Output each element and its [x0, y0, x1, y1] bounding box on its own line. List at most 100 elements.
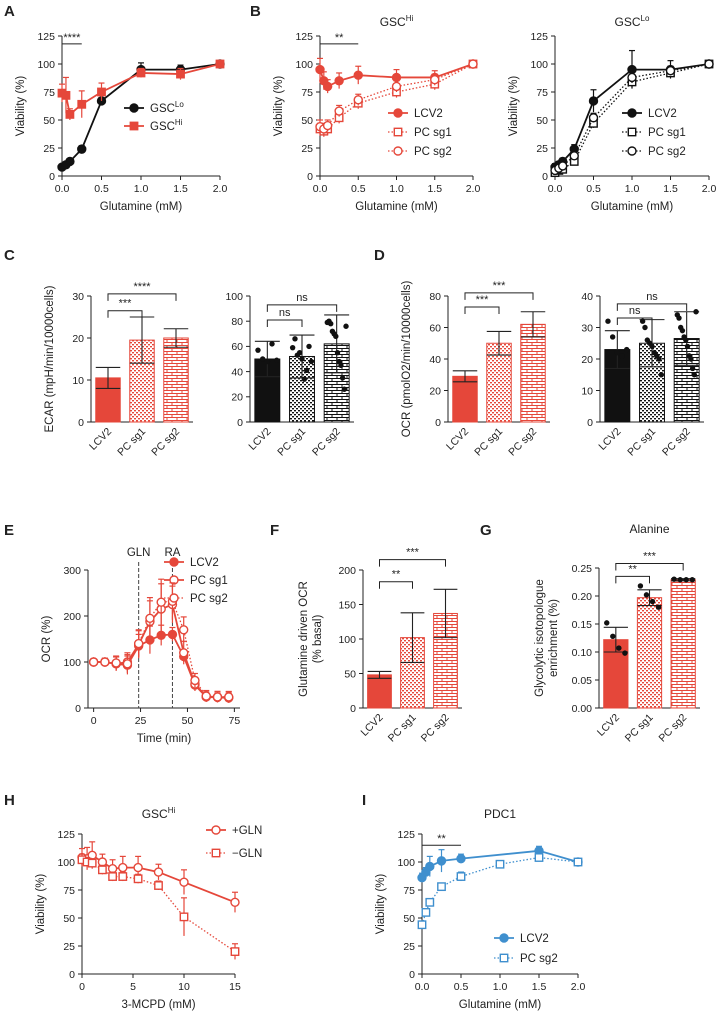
x-axis-label: Glutamine (mM) — [100, 201, 183, 213]
legend-item: LCV2 — [388, 108, 443, 120]
legend-swatch-marker — [211, 825, 221, 835]
panel-letter: D — [374, 247, 385, 264]
replicate-point — [677, 577, 683, 583]
panel-b1: 0 25 50 75 100 125 0.0 0.5 1.0 1.5 2.0 Glutamine (m… — [250, 3, 480, 213]
legend-label: PC sg2 — [414, 146, 452, 158]
replicate-point — [328, 321, 334, 327]
x-tick-label: 5 — [130, 981, 136, 993]
replicate-point — [614, 350, 621, 356]
replicate-point — [289, 344, 296, 351]
y-tick-label: 60 — [429, 322, 441, 334]
data-point — [145, 613, 155, 623]
y-tick-label: 300 — [63, 565, 81, 577]
legend-swatch-marker — [499, 953, 509, 963]
bar-pc-sg2 — [520, 323, 546, 423]
x-tick-label: 1.0 — [493, 981, 508, 993]
data-point — [176, 69, 185, 79]
replicate-point — [679, 327, 686, 334]
significance-label: *** — [119, 298, 133, 310]
y-tick-label: 80 — [429, 291, 441, 303]
data-point — [77, 99, 87, 109]
significance-label: ns — [646, 291, 658, 303]
data-point — [627, 72, 637, 83]
x-tick-label: 1.5 — [427, 183, 442, 195]
y-tick-label: 40 — [231, 366, 243, 378]
x-tick-label: PC sg1 — [115, 426, 148, 459]
legend-label: LCV2 — [414, 108, 443, 120]
x-tick-label: 50 — [182, 715, 194, 727]
significance-label: ns — [296, 292, 308, 304]
y-tick-label: 0 — [435, 417, 441, 429]
legend-item: LCV2 — [164, 557, 219, 569]
y-tick-label: 200 — [338, 565, 356, 577]
data-point — [322, 120, 333, 131]
y-tick-label: 0.05 — [572, 675, 593, 687]
replicate-point — [259, 356, 266, 362]
data-point — [122, 659, 133, 669]
x-tick-label: 1.5 — [173, 183, 188, 195]
x-tick-label: 0 — [79, 981, 85, 993]
x-tick-label: LCV2 — [596, 426, 623, 453]
replicate-point — [341, 386, 348, 392]
y-axis-label: Viability (%) — [273, 76, 285, 137]
data-point — [573, 857, 583, 867]
legend-item: PC sg2 — [622, 146, 686, 158]
legend-swatch-marker — [169, 575, 179, 585]
data-point — [588, 96, 599, 106]
data-point — [212, 692, 223, 702]
legend-item: GSCLo — [124, 100, 184, 115]
y-tick-label: 100 — [37, 59, 55, 71]
legend-item: LCV2 — [494, 933, 549, 945]
x-tick-label: 75 — [229, 715, 241, 727]
significance-label: ** — [628, 563, 637, 575]
replicate-point — [306, 343, 312, 350]
legend-label: LCV2 — [190, 557, 219, 569]
chart-title-sup: Lo — [641, 14, 650, 23]
data-point — [153, 867, 164, 877]
y-tick-label: 0 — [542, 171, 548, 183]
y-tick-label: 125 — [57, 829, 75, 841]
data-point — [437, 882, 446, 892]
x-tick-label: 25 — [135, 715, 147, 727]
legend-item: +GLN — [206, 825, 262, 837]
y-tick-label: 10 — [581, 385, 593, 397]
x-tick-label: 1.5 — [663, 183, 678, 195]
y-tick-label: 100 — [57, 857, 75, 869]
y-tick-label: 25 — [403, 941, 415, 953]
data-point — [224, 692, 234, 702]
data-point — [97, 87, 106, 97]
y-tick-label: 60 — [231, 341, 243, 353]
legend-item: PC sg1 — [622, 127, 686, 139]
y-axis-label: Viability (%) — [375, 874, 387, 935]
data-point — [77, 144, 87, 154]
panel-f: 0 50 100 150 200 F Glutamine driven OCR (% basa… — [270, 522, 462, 744]
x-tick-label: PC sg2 — [419, 712, 452, 745]
legend-label: PC sg1 — [648, 127, 686, 139]
data-point — [88, 657, 99, 667]
significance-label: *** — [493, 280, 507, 292]
x-tick-label: 15 — [229, 981, 241, 993]
replicate-point — [671, 576, 677, 582]
y-tick-label: 25 — [43, 143, 55, 155]
legend-item: GSCHi — [124, 118, 183, 133]
series-pc-sg2 — [417, 853, 583, 930]
panel-i: 0 25 50 75 100 125 0.0 0.5 1.0 1.5 2.0 Glutamine (m… — [362, 792, 585, 1011]
series-pc-sg2 — [550, 59, 714, 176]
legend-label-main: GSC — [150, 121, 175, 133]
x-tick-label: 2.0 — [571, 981, 586, 993]
x-tick-label: PC sg1 — [275, 426, 308, 459]
replicate-point — [689, 365, 696, 372]
data-point — [97, 865, 107, 875]
legend-item: PC sg2 — [388, 146, 452, 158]
x-tick-label: 2.0 — [702, 183, 717, 195]
y-tick-label: 0 — [49, 171, 55, 183]
data-point — [315, 64, 325, 75]
significance-label: *** — [406, 547, 420, 559]
y-tick-label: 50 — [63, 913, 75, 925]
significance-bracket — [379, 581, 413, 589]
x-tick-label: 0.0 — [313, 183, 328, 195]
series-pc-sg2 — [88, 578, 234, 703]
legend-label-sup: Lo — [175, 100, 184, 109]
data-point — [353, 95, 363, 105]
